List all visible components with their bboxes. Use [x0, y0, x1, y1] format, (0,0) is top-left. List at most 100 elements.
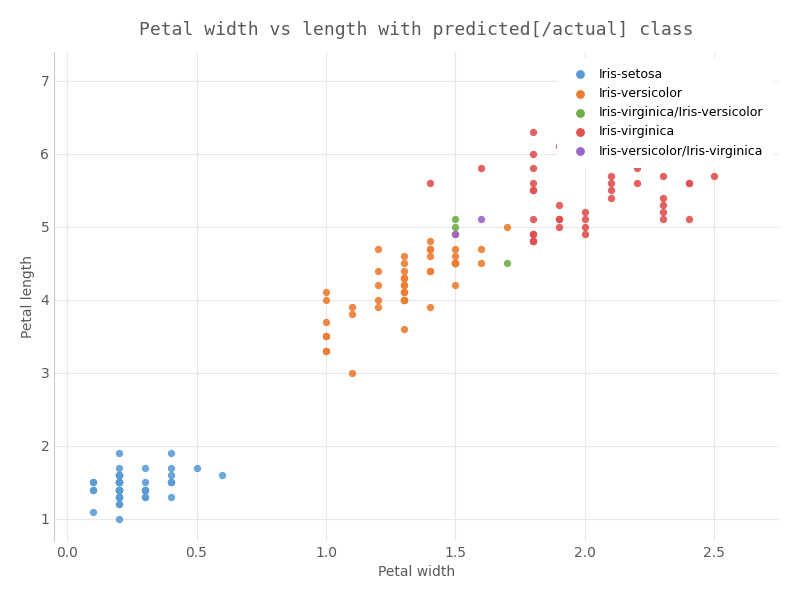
Point	[113, 470, 126, 480]
Point	[113, 478, 126, 487]
Point	[113, 492, 126, 502]
Point	[138, 492, 151, 502]
Point	[320, 346, 333, 356]
Point	[656, 200, 669, 209]
Point	[371, 295, 384, 305]
Point	[113, 448, 126, 458]
Point	[449, 229, 462, 239]
Point	[475, 259, 488, 268]
Point	[113, 478, 126, 487]
Point	[320, 317, 333, 326]
Point	[526, 127, 539, 137]
Point	[398, 259, 410, 268]
Point	[578, 215, 591, 224]
Point	[346, 368, 358, 377]
Point	[605, 156, 618, 166]
Point	[475, 215, 488, 224]
Point	[113, 485, 126, 494]
Point	[656, 171, 669, 181]
Point	[113, 478, 126, 487]
Point	[526, 215, 539, 224]
Point	[449, 244, 462, 253]
Point	[164, 478, 177, 487]
Point	[605, 171, 618, 181]
Point	[423, 302, 436, 312]
Point	[138, 485, 151, 494]
Iris-versicolor/Iris-virginica	[526, 236, 539, 246]
Point	[578, 229, 591, 239]
Legend: Iris-setosa, Iris-versicolor, Iris-virginica/Iris-versicolor, Iris-virginica, Ir: Iris-setosa, Iris-versicolor, Iris-virgi…	[557, 58, 773, 168]
Point	[164, 448, 177, 458]
Point	[371, 266, 384, 275]
Point	[449, 222, 462, 232]
Point	[423, 178, 436, 188]
Point	[449, 259, 462, 268]
Point	[475, 244, 488, 253]
Point	[708, 142, 721, 151]
Point	[423, 244, 436, 253]
Point	[86, 485, 99, 494]
Point	[605, 178, 618, 188]
Point	[113, 499, 126, 509]
Point	[682, 178, 695, 188]
Point	[320, 295, 333, 305]
Point	[398, 280, 410, 290]
Point	[164, 463, 177, 473]
Point	[113, 492, 126, 502]
Point	[113, 514, 126, 524]
Point	[526, 178, 539, 188]
Point	[656, 215, 669, 224]
Point	[449, 229, 462, 239]
Point	[578, 222, 591, 232]
Point	[526, 185, 539, 195]
Point	[398, 295, 410, 305]
Point	[526, 236, 539, 246]
Point	[449, 251, 462, 261]
Point	[113, 485, 126, 494]
Point	[113, 485, 126, 494]
Point	[398, 287, 410, 297]
Point	[656, 142, 669, 151]
Point	[553, 222, 566, 232]
Point	[449, 259, 462, 268]
Point	[113, 485, 126, 494]
Point	[708, 171, 721, 181]
Point	[553, 215, 566, 224]
Point	[113, 485, 126, 494]
Point	[113, 470, 126, 480]
Point	[113, 492, 126, 502]
Point	[553, 215, 566, 224]
Iris-virginica	[708, 149, 721, 158]
Point	[398, 273, 410, 283]
Point	[113, 470, 126, 480]
Iris-setosa	[113, 485, 126, 494]
Point	[630, 178, 643, 188]
Point	[398, 266, 410, 275]
Point	[553, 200, 566, 209]
Point	[398, 324, 410, 334]
Point	[371, 280, 384, 290]
Point	[164, 470, 177, 480]
Point	[320, 287, 333, 297]
Point	[346, 310, 358, 319]
Point	[682, 215, 695, 224]
Point	[371, 302, 384, 312]
Iris-virginica/Iris-versicolor	[501, 259, 514, 268]
Point	[398, 295, 410, 305]
Point	[113, 478, 126, 487]
Point	[526, 229, 539, 239]
Point	[113, 470, 126, 480]
Point	[423, 236, 436, 246]
Point	[553, 142, 566, 151]
Point	[86, 507, 99, 517]
Point	[656, 193, 669, 202]
Point	[526, 185, 539, 195]
Point	[449, 215, 462, 224]
Point	[190, 463, 203, 473]
Point	[398, 280, 410, 290]
Point	[164, 478, 177, 487]
Point	[113, 485, 126, 494]
Point	[216, 470, 229, 480]
Point	[86, 478, 99, 487]
Point	[423, 251, 436, 261]
